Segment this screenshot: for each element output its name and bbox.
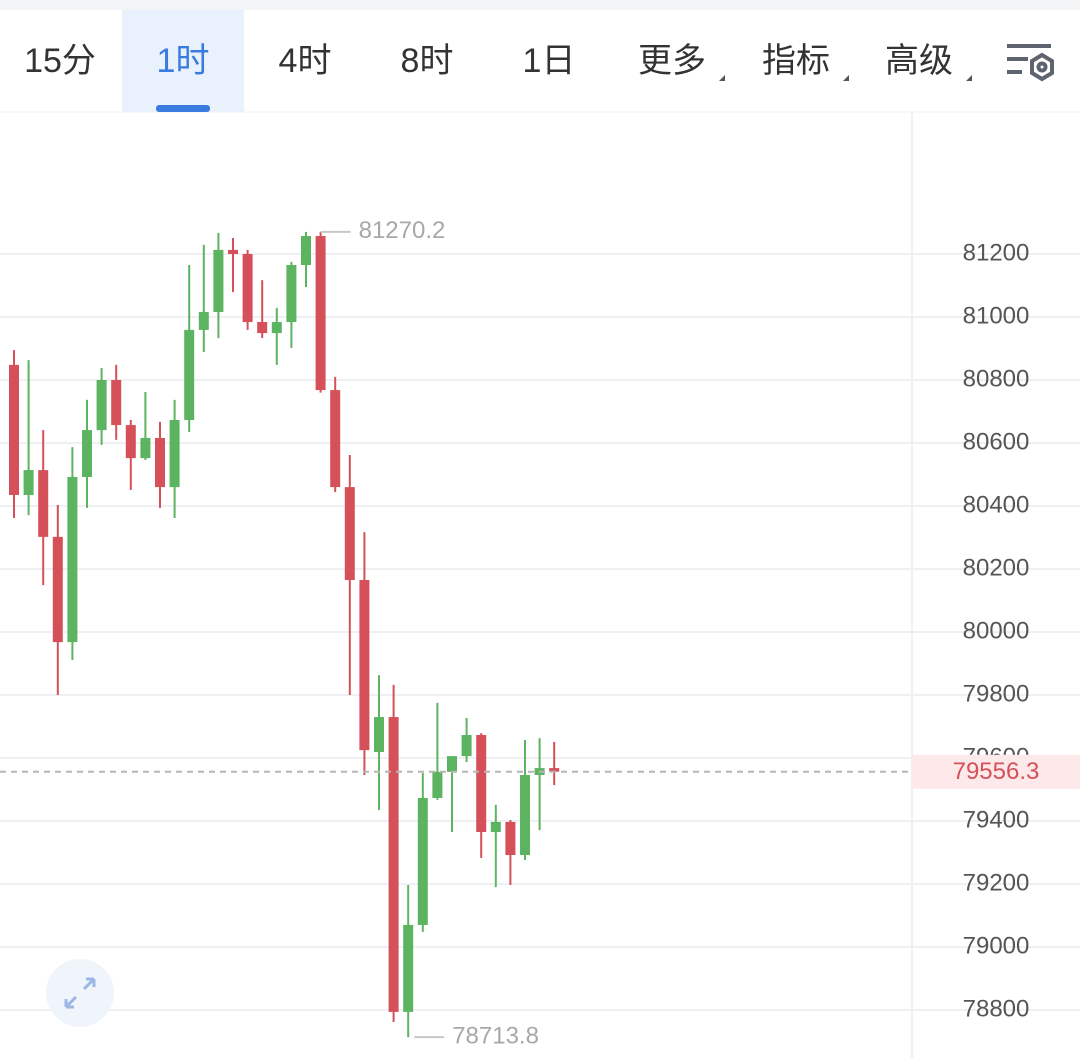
y-tick-label: 80600 bbox=[963, 428, 1030, 455]
candle-body bbox=[432, 771, 443, 799]
max-label: 81270.2 bbox=[359, 217, 446, 244]
candle-body bbox=[140, 437, 151, 459]
y-tick-label: 79800 bbox=[963, 680, 1030, 707]
candle-body bbox=[549, 768, 560, 772]
y-tick-label: 81200 bbox=[963, 239, 1030, 266]
candle-body bbox=[184, 329, 195, 421]
y-tick-label: 81000 bbox=[963, 302, 1030, 329]
y-tick-label: 78800 bbox=[963, 995, 1030, 1022]
candle-body bbox=[213, 249, 224, 312]
candle-body bbox=[52, 536, 63, 643]
tab[interactable]: 指标 bbox=[762, 42, 830, 80]
candle-body bbox=[374, 717, 384, 753]
y-tick-label: 79400 bbox=[963, 806, 1030, 833]
tab[interactable]: 高级 bbox=[885, 42, 953, 80]
status-strip bbox=[0, 0, 1080, 10]
last-price-label: 79556.3 bbox=[953, 758, 1040, 785]
tab-indicator bbox=[156, 105, 210, 112]
min-label: 78713.8 bbox=[452, 1022, 539, 1049]
candle-body bbox=[125, 425, 136, 459]
candle-body bbox=[505, 821, 516, 856]
candle-body bbox=[417, 798, 428, 925]
candle-body bbox=[447, 756, 457, 772]
candle-body bbox=[82, 430, 92, 478]
candle-body bbox=[403, 924, 414, 1012]
candle-body bbox=[198, 311, 209, 330]
candle-body bbox=[301, 236, 311, 266]
candle-body bbox=[271, 322, 282, 334]
plot: 7880079000792007940079600798008000080200… bbox=[0, 217, 1080, 1049]
tab[interactable]: 8时 bbox=[401, 42, 454, 80]
candle-body bbox=[286, 265, 297, 323]
expand-bg bbox=[46, 959, 114, 1027]
candle-body bbox=[330, 390, 341, 488]
tab[interactable]: 4时 bbox=[279, 42, 332, 80]
candle-body bbox=[344, 487, 355, 581]
candle-body bbox=[96, 379, 107, 431]
tab[interactable]: 1时 bbox=[157, 42, 210, 80]
y-tick-label: 80200 bbox=[963, 554, 1030, 581]
candle-body bbox=[490, 821, 501, 833]
y-tick-label: 80800 bbox=[963, 365, 1030, 392]
dropdown-caret bbox=[843, 75, 849, 81]
y-tick-label: 80400 bbox=[963, 491, 1030, 518]
y-tick-label: 79200 bbox=[963, 869, 1030, 896]
candle-body bbox=[257, 322, 268, 334]
settings-icon[interactable] bbox=[1007, 44, 1054, 82]
candle-body bbox=[315, 236, 326, 391]
candle-body bbox=[23, 470, 34, 495]
dropdown-caret bbox=[719, 75, 725, 81]
candle-body bbox=[461, 735, 472, 757]
candle-body bbox=[359, 580, 370, 751]
y-tick-label: 79000 bbox=[963, 932, 1030, 959]
candle-body bbox=[520, 775, 530, 856]
dropdown-caret bbox=[966, 75, 972, 81]
tab-selected-bg bbox=[122, 10, 244, 112]
candle-body bbox=[155, 437, 165, 488]
expand-arrows bbox=[64, 977, 96, 1009]
expand-button[interactable] bbox=[46, 959, 114, 1027]
candle-body bbox=[111, 379, 122, 426]
tab[interactable]: 更多 bbox=[638, 42, 706, 80]
icon-hex bbox=[1030, 52, 1054, 82]
candle-body bbox=[476, 735, 487, 833]
y-tick-label: 80000 bbox=[963, 617, 1030, 644]
tab-bar: 15分 1时 4时 8时 1日 更多 指标 高级 bbox=[24, 10, 972, 112]
candle-body bbox=[228, 249, 238, 255]
candle-body bbox=[242, 254, 253, 323]
candle-body bbox=[169, 420, 180, 488]
icon-dot bbox=[1036, 61, 1048, 73]
candle-body bbox=[38, 470, 49, 537]
candle-body bbox=[388, 717, 399, 1012]
candle-body bbox=[67, 477, 78, 643]
tab[interactable]: 15分 bbox=[24, 42, 96, 80]
last-price-bg bbox=[912, 754, 1080, 789]
candle-body bbox=[9, 364, 19, 495]
tab[interactable]: 1日 bbox=[523, 42, 576, 80]
